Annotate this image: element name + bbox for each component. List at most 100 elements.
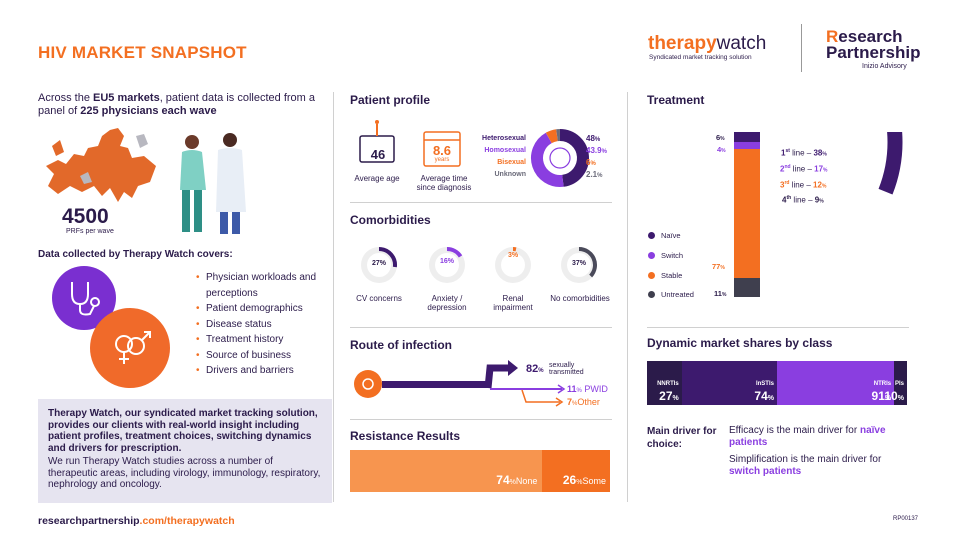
gender-symbols-icon bbox=[115, 331, 151, 364]
legend-label: Naïve bbox=[661, 231, 681, 240]
europe-map-icon bbox=[46, 128, 156, 202]
line-value: 12 bbox=[813, 180, 822, 190]
share-segment-nnrti: NNRTIs 27% bbox=[647, 361, 682, 405]
driver-highlight: naïve patients bbox=[729, 425, 886, 448]
comorbidity-label: Renal impairment bbox=[493, 294, 533, 312]
resistance-label: None bbox=[515, 476, 538, 486]
comorbidity-value: 37% bbox=[571, 260, 586, 267]
intro-part: , patient data is collected from a panel… bbox=[38, 92, 315, 117]
orientation-number: 48 bbox=[586, 134, 595, 143]
line-value: 9 bbox=[814, 195, 820, 205]
physicians-illustration bbox=[180, 133, 246, 234]
ring-arc bbox=[578, 247, 597, 278]
share-name: NTRIs bbox=[873, 381, 892, 387]
route-label: sexually bbox=[549, 362, 575, 369]
comorbidity-label: Anxiety / depression bbox=[427, 294, 467, 312]
orientation-number: 43.9 bbox=[586, 146, 602, 155]
resistance-none-segment: 74%None bbox=[350, 450, 543, 492]
share-number: 91 bbox=[871, 389, 885, 403]
treatment-segment bbox=[734, 142, 760, 149]
driver-text: Efficacy is the main driver for bbox=[729, 425, 858, 436]
legend-dot bbox=[648, 252, 655, 259]
share-segment-insti: InSTIs 74% bbox=[681, 361, 777, 405]
legend-switch: Switch bbox=[648, 251, 683, 260]
comorbidity-value: 16% bbox=[439, 258, 454, 265]
treatment-segment bbox=[734, 148, 760, 279]
legend-label: Stable bbox=[661, 271, 683, 280]
pct-sign: % bbox=[822, 151, 827, 158]
line-ord: 2 bbox=[780, 164, 785, 174]
line-text: line – bbox=[789, 180, 814, 190]
route-label: transmitted bbox=[549, 369, 584, 376]
line-ord: 3 bbox=[780, 180, 785, 190]
resistance-number: 74 bbox=[496, 473, 510, 487]
covers-list: Physician workloads and perceptions Pati… bbox=[196, 270, 326, 379]
ring-arc bbox=[446, 247, 463, 258]
section-divider bbox=[350, 327, 612, 328]
treatment-number: 11 bbox=[714, 289, 722, 298]
intro-part: Across the bbox=[38, 92, 94, 104]
share-name: PIs bbox=[894, 381, 904, 387]
comorbidity-anxiety bbox=[425, 243, 469, 292]
line-label: 2nd line – 17% bbox=[780, 164, 828, 174]
pct-sign: % bbox=[576, 479, 583, 486]
pct-sign: % bbox=[509, 479, 516, 486]
list-item: Drivers and barriers bbox=[196, 363, 326, 379]
share-value: 27% bbox=[659, 389, 679, 403]
route-number: 11 bbox=[567, 384, 577, 394]
pct-sign: % bbox=[823, 167, 828, 174]
share-value: 74% bbox=[754, 389, 774, 403]
resistance-number: 26 bbox=[562, 473, 577, 487]
comorbidity-value: 3% bbox=[507, 252, 519, 259]
about-bold: Therapy Watch, our syndicated market tra… bbox=[48, 408, 318, 454]
market-shares-bar: NNRTIs 27% InSTIs 74% NTRIs 91% PIs 10% bbox=[647, 361, 907, 405]
treatment-value: 77% bbox=[712, 262, 725, 271]
orientation-value: 6% bbox=[586, 158, 596, 167]
line-sup: rd bbox=[784, 180, 790, 186]
share-value: 10% bbox=[884, 389, 904, 403]
orientation-donut bbox=[531, 129, 589, 187]
route-label: PWID bbox=[584, 384, 608, 394]
legend-dot bbox=[648, 232, 655, 239]
gender-symbol-icon bbox=[549, 147, 571, 169]
pct-sign: % bbox=[590, 161, 596, 167]
ring-center bbox=[567, 253, 591, 277]
comorbidity-label: CV concerns bbox=[356, 294, 402, 303]
pct-sign: % bbox=[767, 395, 774, 402]
route-number: 7 bbox=[567, 397, 573, 407]
resistance-heading: Resistance Results bbox=[350, 429, 461, 443]
about-box: Therapy Watch, our syndicated market tra… bbox=[38, 399, 332, 503]
age-label: Average age bbox=[354, 174, 400, 183]
rp-word-2: Partnership bbox=[826, 43, 921, 62]
orientation-slice bbox=[531, 132, 564, 187]
treatment-stacked-bar bbox=[734, 132, 760, 300]
ring-center bbox=[367, 253, 391, 277]
pct-sign: % bbox=[594, 137, 601, 143]
share-name: NNRTIs bbox=[657, 381, 679, 387]
anxiety-ring-icon bbox=[429, 247, 465, 283]
orientation-label: Heterosexual bbox=[482, 135, 526, 142]
pct-sign: % bbox=[538, 368, 544, 374]
time-value: 8.6 bbox=[432, 143, 452, 158]
age-value: 46 bbox=[370, 147, 386, 162]
column-divider bbox=[333, 92, 334, 502]
rp-subtitle: Inizio Advisory bbox=[862, 63, 907, 70]
url-domain: researchpartnership bbox=[38, 515, 140, 527]
pct-sign: % bbox=[572, 401, 578, 407]
line-label: 3rd line – 12% bbox=[780, 180, 826, 190]
comorbidities-heading: Comorbidities bbox=[350, 213, 431, 227]
list-item: Treatment history bbox=[196, 332, 326, 348]
intro-text: Across the EU5 markets, patient data is … bbox=[38, 92, 318, 118]
patient-profile-heading: Patient profile bbox=[350, 93, 431, 107]
line-sup: nd bbox=[784, 164, 791, 170]
document-code: RP00137 bbox=[893, 516, 919, 522]
section-divider bbox=[647, 327, 909, 328]
footer-link[interactable]: researchpartnership.com/therapywatch bbox=[38, 515, 235, 527]
legend-naive: Naïve bbox=[648, 231, 681, 240]
prfs-label: PRFs per wave bbox=[66, 228, 114, 235]
other-value: 7%Other bbox=[567, 397, 600, 407]
ring-center bbox=[435, 253, 459, 277]
driver-switch: Simplification is the main driver for sw… bbox=[729, 454, 909, 478]
route-heading: Route of infection bbox=[350, 338, 452, 352]
orientation-label: Unknown bbox=[494, 171, 527, 178]
